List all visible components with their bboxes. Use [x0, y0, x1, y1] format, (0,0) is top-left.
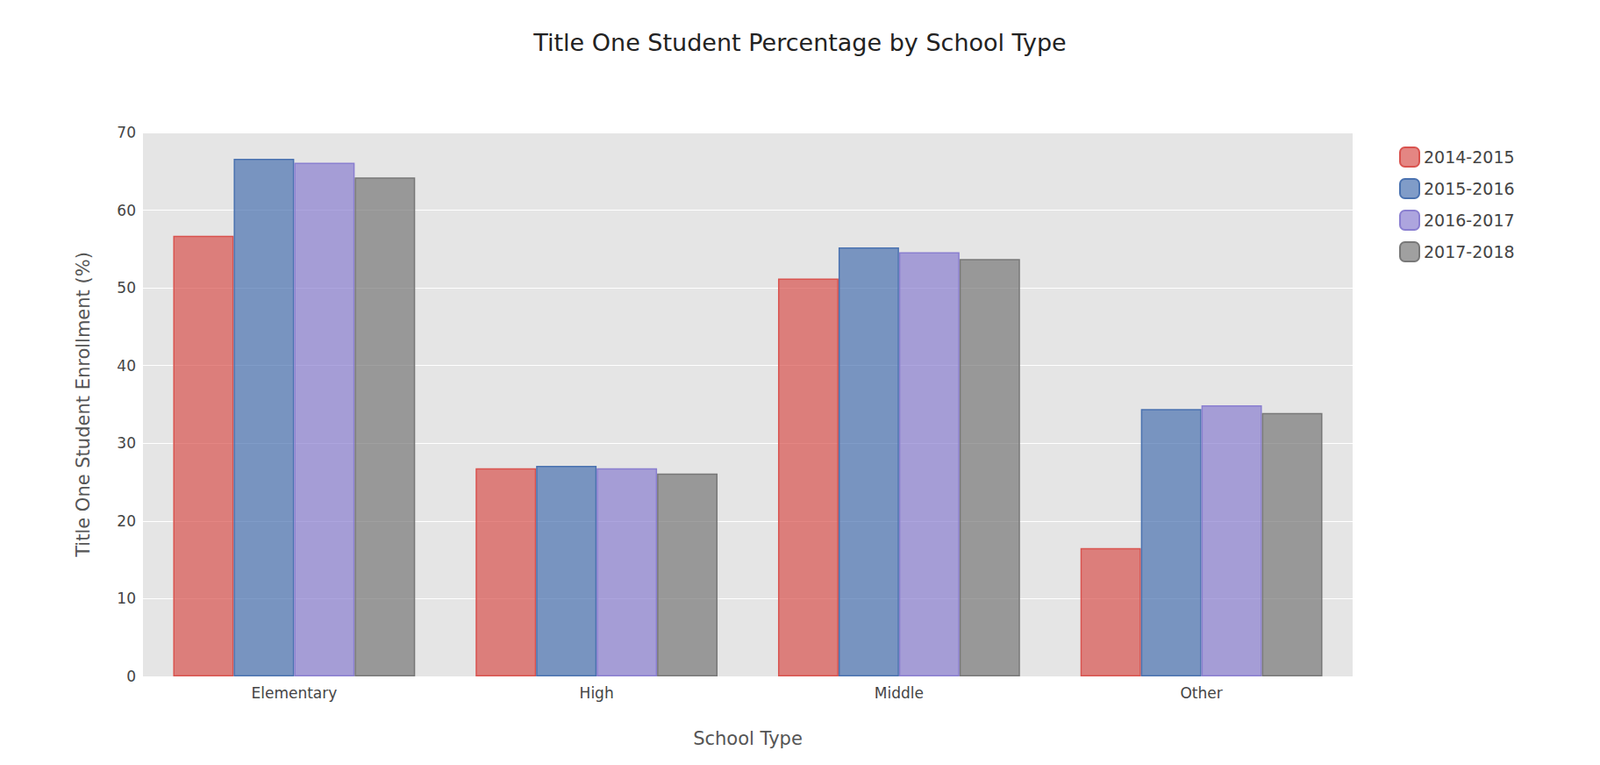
svg-text:School Type: School Type — [692, 728, 803, 750]
svg-text:2017-2018: 2017-2018 — [1423, 242, 1515, 262]
svg-text:20: 20 — [116, 512, 136, 530]
svg-text:Title One Student Enrollment (: Title One Student Enrollment (%) — [72, 251, 94, 558]
svg-text:High: High — [579, 684, 615, 702]
svg-text:50: 50 — [116, 278, 136, 297]
svg-text:Elementary: Elementary — [250, 684, 337, 702]
svg-text:2016-2017: 2016-2017 — [1423, 210, 1515, 230]
svg-text:10: 10 — [116, 589, 136, 608]
svg-text:Other: Other — [1179, 684, 1222, 702]
svg-text:0: 0 — [126, 667, 136, 686]
svg-text:Middle: Middle — [874, 684, 924, 702]
svg-text:Title One Student Percentage b: Title One Student Percentage by School T… — [532, 28, 1066, 57]
svg-text:60: 60 — [116, 201, 136, 220]
svg-text:2015-2016: 2015-2016 — [1423, 178, 1515, 199]
svg-text:30: 30 — [116, 434, 136, 452]
svg-text:40: 40 — [116, 357, 136, 375]
svg-text:2014-2015: 2014-2015 — [1423, 147, 1515, 167]
svg-text:70: 70 — [116, 123, 136, 142]
